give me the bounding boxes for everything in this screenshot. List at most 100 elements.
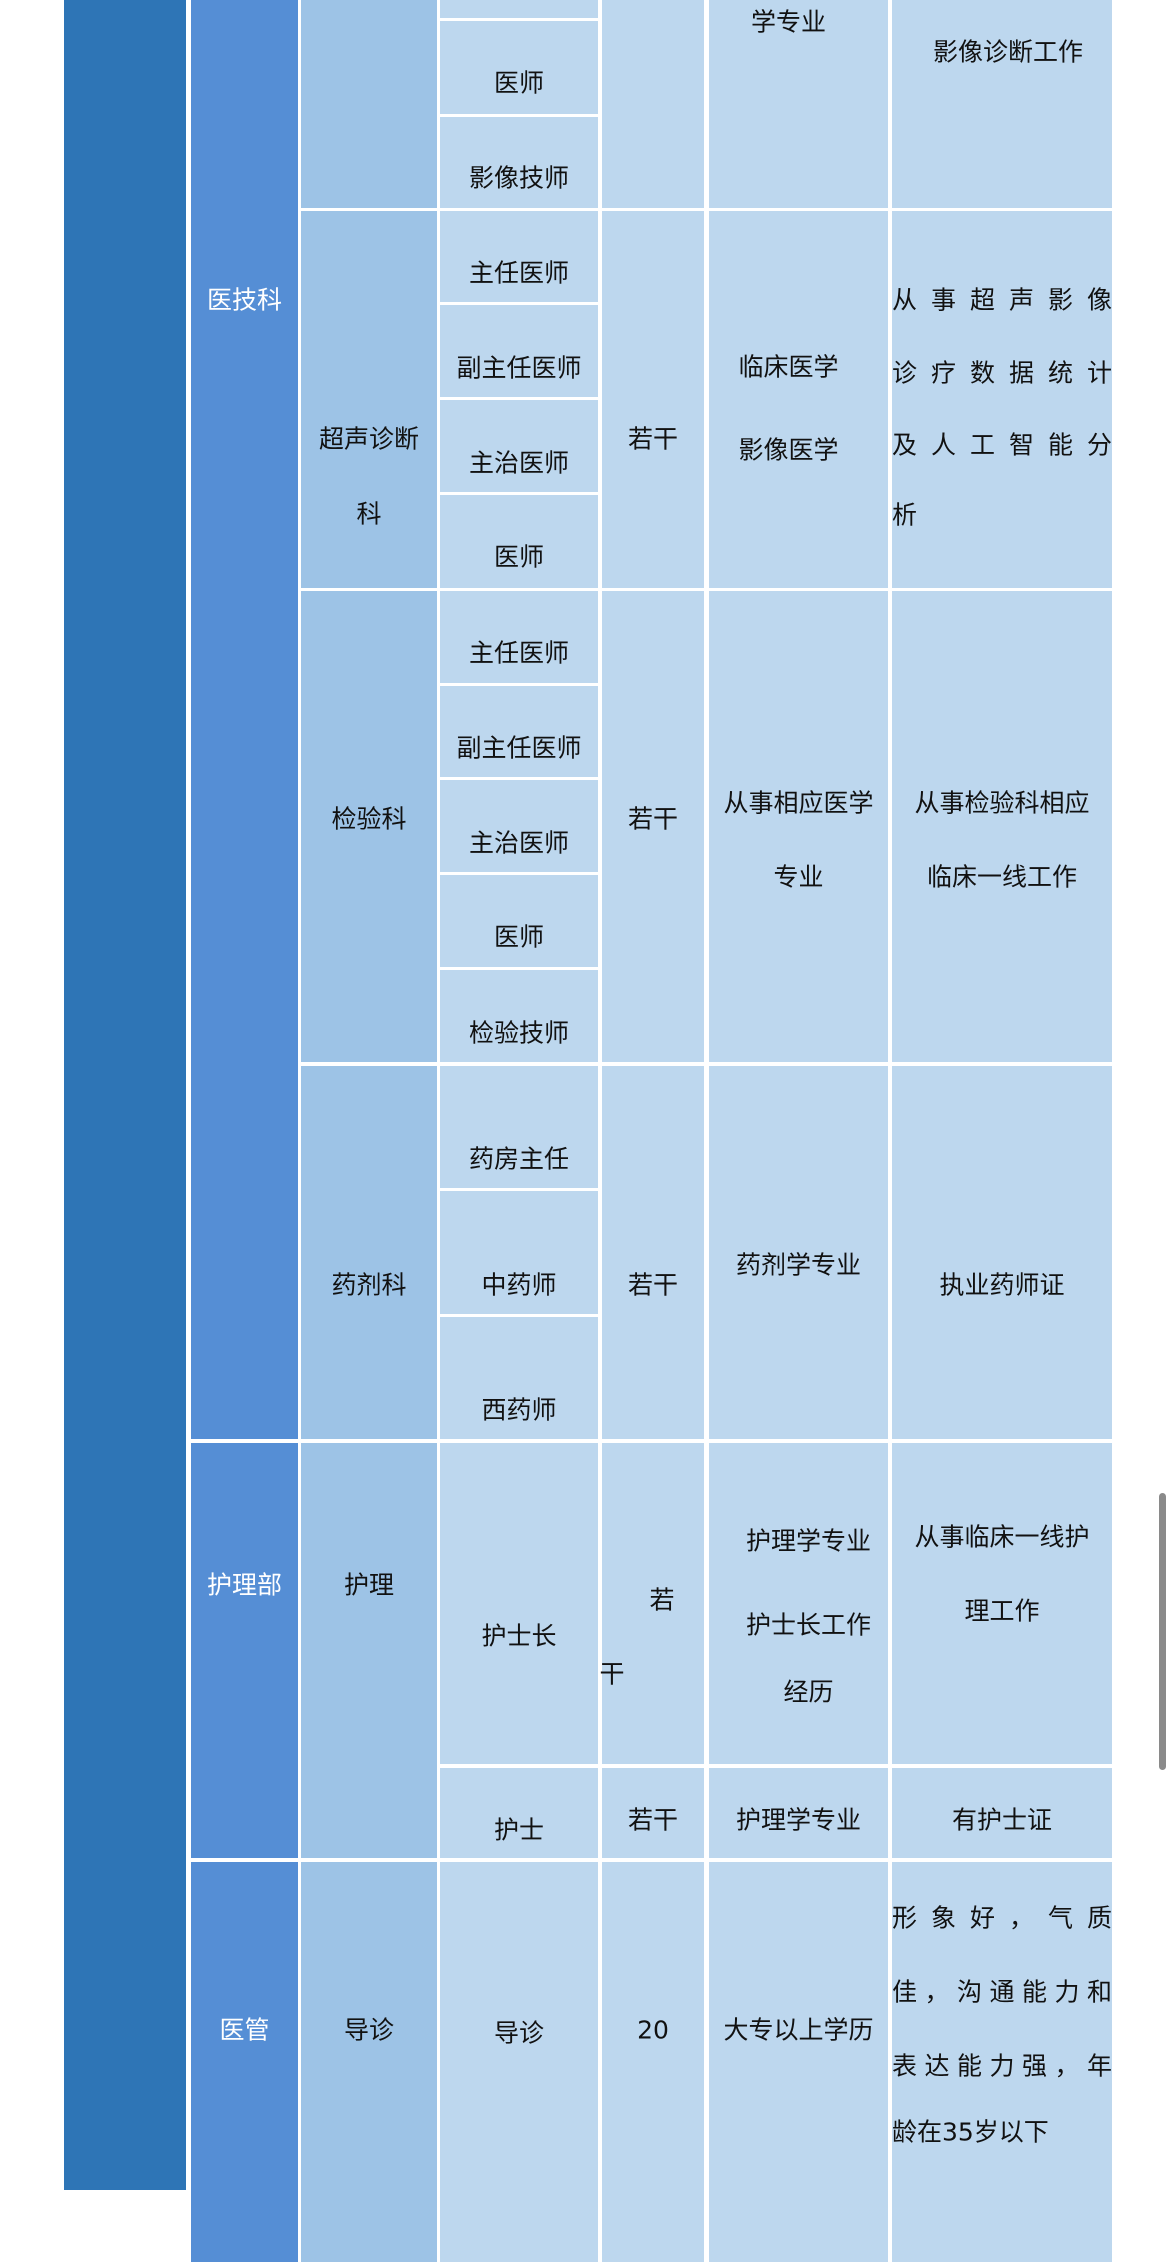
- position-label: 主治医师: [468, 828, 570, 858]
- major-label: 大专以上学历: [723, 2015, 874, 2045]
- count-cell: [602, 1768, 704, 1858]
- count-label: 若干: [627, 424, 679, 454]
- subdept-cell: [301, 1862, 437, 2262]
- major-label: 护士长工作: [745, 1610, 872, 1640]
- major-label: 经历: [783, 1677, 834, 1707]
- requirement-label: 理工作: [964, 1596, 1040, 1626]
- position-cell: [440, 0, 598, 18]
- subdept-cell: [301, 211, 437, 588]
- count-label: 干: [599, 1659, 625, 1689]
- major-cell: [709, 1862, 888, 2262]
- major-label: 学专业: [750, 7, 827, 37]
- dept-cell-medmgmt: [191, 1862, 298, 2262]
- position-label: 中药师: [481, 1270, 557, 1300]
- major-cell: [709, 211, 888, 588]
- scrollbar[interactable]: [1159, 1493, 1166, 1770]
- requirement-cell: [892, 211, 1112, 588]
- position-label: 副主任医师: [456, 353, 582, 383]
- position-label: 检验技师: [468, 1018, 570, 1048]
- requirement-label: 从事临床一线护: [914, 1522, 1090, 1552]
- requirement-label: 从事检验科相应: [914, 788, 1090, 818]
- major-cell: [709, 591, 888, 1062]
- requirement-label: 佳，沟通能力和: [892, 1977, 1120, 2007]
- subdepartment-label: 护理: [343, 1570, 395, 1600]
- subdept-cell: [301, 591, 437, 1062]
- position-cell: [440, 1443, 598, 1764]
- requirement-label: 从事超声影像: [892, 285, 1127, 315]
- position-label: 医师: [493, 68, 545, 98]
- position-cell: [440, 400, 598, 492]
- position-cell: [440, 305, 598, 397]
- requirement-cell: [892, 1443, 1112, 1764]
- major-cell: [709, 1768, 888, 1858]
- count-cell: [602, 211, 704, 588]
- department-label: 医技科: [206, 285, 283, 315]
- count-label: 若干: [627, 1805, 679, 1835]
- position-label: 护士长: [481, 1621, 557, 1651]
- requirement-cell: [892, 591, 1112, 1062]
- position-cell: [440, 117, 598, 208]
- requirement-label: 有护士证: [951, 1805, 1053, 1835]
- count-cell: [602, 591, 704, 1062]
- column-group: [64, 0, 186, 2190]
- department-label: 医管: [219, 2015, 270, 2045]
- dept-cell-medtech: [191, 0, 298, 1439]
- subdepartment-label: 检验科: [331, 804, 407, 834]
- position-label: 药房主任: [468, 1144, 570, 1174]
- position-cell: [440, 1191, 598, 1314]
- requirement-label: 影像诊断工作: [932, 37, 1084, 67]
- requirement-label: 析: [892, 500, 918, 530]
- position-label: 西药师: [481, 1395, 557, 1425]
- position-cell: [440, 591, 598, 683]
- requirement-label: 及人工智能分: [892, 430, 1127, 460]
- count-label: 若: [649, 1585, 675, 1615]
- requirement-label: 执业药师证: [939, 1270, 1065, 1300]
- position-cell: [440, 1066, 598, 1188]
- department-label: 护理部: [206, 1570, 283, 1600]
- position-cell: [440, 1862, 598, 2262]
- requirement-label: 诊疗数据统计: [892, 358, 1127, 388]
- major-cell: [709, 1066, 888, 1439]
- major-label: 临床医学: [738, 352, 839, 382]
- major-label: 专业: [773, 862, 824, 892]
- count-label: 20: [637, 2015, 669, 2045]
- position-label: 主任医师: [468, 258, 570, 288]
- subdepartment-label: 超声诊断: [318, 424, 420, 454]
- position-cell: [440, 686, 598, 777]
- position-label: 主任医师: [468, 638, 570, 668]
- major-cell: [709, 0, 888, 208]
- requirement-cell: [892, 0, 1112, 208]
- subdept-cell: [301, 1443, 437, 1858]
- position-cell: [440, 211, 598, 302]
- major-label: 影像医学: [738, 435, 839, 465]
- major-label: 从事相应医学: [723, 788, 874, 818]
- major-cell: [709, 1443, 888, 1764]
- position-label: 影像技师: [468, 163, 570, 193]
- subdepartment-label: 导诊: [343, 2015, 395, 2045]
- count-label: 若干: [627, 804, 679, 834]
- requirement-cell: [892, 1066, 1112, 1439]
- count-cell: [602, 0, 704, 208]
- subdept-cell: [301, 1066, 437, 1439]
- requirement-label: 龄在35岁以下: [892, 2117, 1049, 2147]
- requirement-cell: [892, 1768, 1112, 1858]
- position-cell: [440, 970, 598, 1062]
- position-label: 导诊: [493, 2018, 545, 2048]
- requirement-label: 临床一线工作: [926, 862, 1078, 892]
- position-cell: [440, 495, 598, 588]
- subdepartment-label: 科: [356, 499, 382, 529]
- position-label: 主治医师: [468, 448, 570, 478]
- subdept-cell: [301, 0, 437, 208]
- position-cell: [440, 780, 598, 872]
- major-label: 护理学专业: [745, 1526, 872, 1556]
- requirement-label: 表达能力强，年: [892, 2051, 1120, 2081]
- position-cell: [440, 875, 598, 967]
- position-cell: [440, 1317, 598, 1439]
- dept-cell-nursing: [191, 1443, 298, 1858]
- position-cell: [440, 1768, 598, 1858]
- subdepartment-label: 药剂科: [331, 1270, 407, 1300]
- count-cell: [602, 1443, 704, 1764]
- major-label: 护理学专业: [735, 1805, 862, 1835]
- requirement-label: 形象好，气质: [892, 1903, 1127, 1933]
- count-cell: [602, 1066, 704, 1439]
